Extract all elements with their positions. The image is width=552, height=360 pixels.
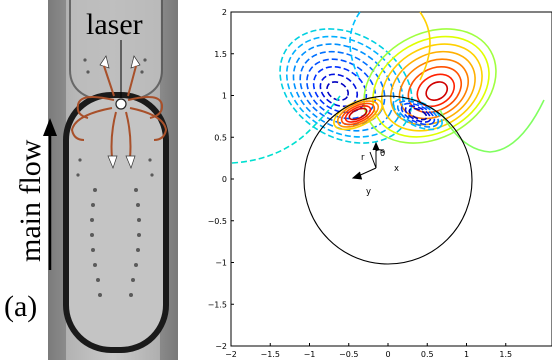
x-tick-label: 1 bbox=[464, 350, 469, 359]
contour-lower-left bbox=[336, 100, 380, 128]
contour-upper-left bbox=[292, 43, 395, 132]
main-flow-label: main flow bbox=[14, 139, 47, 262]
contour-lower-left bbox=[340, 102, 376, 126]
axis-ticks: −2 −1.5 −1 −0.5 0 0.5 1 1.5 2 1.5 1 0.5 0 −0.5 −1 −1.5 −… bbox=[208, 8, 513, 359]
main-flow-arrow bbox=[43, 118, 57, 270]
contour-plot-panel: −2 −1.5 −1 −0.5 0 0.5 1 1.5 2 1.5 1 0.5 0 −0.5 −1 −1.5 −… bbox=[190, 0, 552, 360]
panel-label: (a) bbox=[4, 290, 37, 323]
droplet-body bbox=[63, 92, 169, 353]
x-tick-label: −0.5 bbox=[339, 350, 358, 359]
y-tick-label: −0.5 bbox=[208, 217, 227, 226]
contour-upper-right bbox=[425, 81, 449, 101]
contour-lower-right bbox=[400, 102, 436, 126]
contour-upper-right bbox=[372, 35, 490, 138]
streamline-arrows bbox=[70, 95, 168, 159]
contour-lower-right bbox=[396, 100, 440, 128]
contour-upper-right bbox=[416, 73, 456, 108]
contour-upper-right bbox=[380, 43, 483, 132]
contour-upper-left bbox=[285, 35, 404, 138]
annotation-y: y bbox=[366, 187, 371, 197]
x-tick-label: 0 bbox=[385, 350, 390, 359]
contour-arm-right bbox=[439, 99, 545, 153]
annotation-x: x bbox=[394, 164, 399, 174]
x-tick-label: 1.5 bbox=[499, 350, 512, 359]
laser-label: laser bbox=[86, 8, 143, 41]
contour-lower-left bbox=[344, 105, 372, 123]
x-tick-label: −1 bbox=[304, 350, 316, 359]
y-tick-label: 2 bbox=[222, 8, 227, 17]
y-tick-label: −1 bbox=[215, 259, 227, 268]
x-tick-label: −1.5 bbox=[261, 350, 280, 359]
plot-frame bbox=[230, 11, 552, 347]
x-tick-label: 0.5 bbox=[421, 350, 434, 359]
droplet-photo-panel: main flow laser (a) bbox=[0, 0, 190, 360]
contour-arm-left bbox=[231, 95, 341, 164]
contour-upper-right bbox=[389, 50, 476, 126]
y-tick-label: 1.5 bbox=[214, 50, 227, 59]
contour-lower-left bbox=[348, 107, 368, 121]
annotation-theta: θ bbox=[380, 149, 385, 159]
contour-arm-top-left bbox=[349, 11, 361, 81]
annotation-r: r bbox=[361, 153, 365, 163]
laser-spot bbox=[115, 98, 127, 110]
droplet-circle bbox=[303, 95, 473, 265]
y-tick-label: 0.5 bbox=[214, 133, 227, 142]
contour-arm-top-right bbox=[419, 11, 431, 81]
contour-upper-left bbox=[319, 73, 359, 108]
x-tick-label: −2 bbox=[225, 350, 237, 359]
arrow-heads bbox=[99, 55, 141, 169]
contour-lower-right bbox=[408, 107, 428, 121]
contour-lines bbox=[231, 11, 545, 164]
contour-lower-right bbox=[404, 105, 432, 123]
coordinate-annotations bbox=[351, 141, 385, 180]
y-tick-label: −1.5 bbox=[208, 300, 227, 309]
y-tick-label: 0 bbox=[222, 175, 227, 184]
y-tick-label: 1 bbox=[222, 92, 227, 101]
contour-plot: −2 −1.5 −1 −0.5 0 0.5 1 1.5 2 1.5 1 0.5 0 −0.5 −1 −1.5 −… bbox=[208, 8, 552, 359]
particle-streaks bbox=[76, 58, 154, 297]
y-tick-label: −2 bbox=[215, 342, 227, 351]
